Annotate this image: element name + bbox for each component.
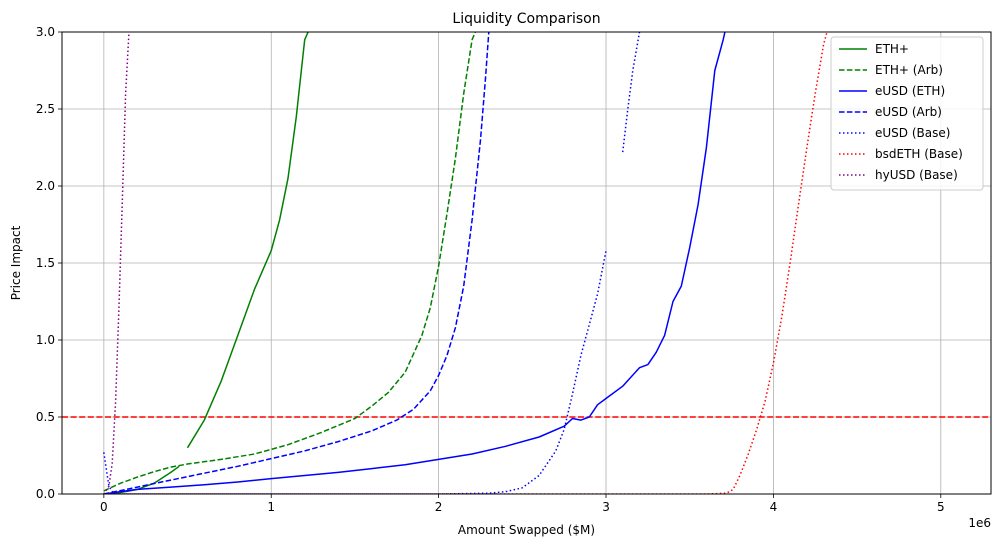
legend-box [830,36,984,191]
legend-label-4: eUSD (Base) [875,126,950,140]
legend: ETH+ ETH+ (Arb) eUSD (ETH) eUSD (Arb) eUSD (… [830,36,984,191]
legend-label-6: hyUSD (Base) [875,168,958,182]
legend-label-1: ETH+ (Arb) [875,63,943,77]
y-axis-label: Price Impact [9,225,23,300]
series-1 [103,32,477,492]
series-line-4-2 [621,32,641,153]
series-line-0-1 [186,32,309,449]
x-tick-label-1: 1 [267,500,275,514]
chart-title: Liquidity Comparison [452,11,600,27]
series-layer [103,32,828,494]
x-tick-label-2: 2 [435,500,443,514]
y-tick-label-1: 0.5 [36,410,55,424]
y-tick-label-4: 2.0 [36,179,55,193]
series-line-4-1 [113,250,607,494]
x-tick-label-4: 4 [770,500,778,514]
series-line-6-0 [103,32,130,494]
legend-label-2: eUSD (ETH) [875,84,945,98]
series-line-4-0 [103,452,115,494]
x-axis-label: Amount Swapped ($M) [458,523,595,537]
series-line-3-0 [103,32,490,494]
y-tick-label-2: 1.0 [36,333,55,347]
series-3 [103,32,490,494]
x-axis-ticks: 0 1 2 3 4 5 [100,494,945,514]
x-tick-label-3: 3 [602,500,610,514]
y-tick-label-0: 0.0 [36,487,55,501]
y-tick-label-6: 3.0 [36,25,55,39]
x-axis-offset-label: 1e6 [968,516,991,530]
legend-label-3: eUSD (Arb) [875,105,942,119]
y-tick-label-5: 2.5 [36,102,55,116]
x-tick-label-0: 0 [100,500,108,514]
y-tick-label-3: 1.5 [36,256,55,270]
series-6 [103,32,130,494]
legend-label-0: ETH+ [875,42,909,56]
x-tick-label-5: 5 [937,500,945,514]
series-4 [103,32,641,494]
series-line-2-0 [103,32,726,494]
y-axis-ticks: 0.0 0.5 1.0 1.5 2.0 2.5 3.0 [36,25,62,501]
legend-label-5: bsdETH (Base) [875,147,963,161]
series-2 [103,32,726,494]
series-line-1-0 [103,32,477,492]
